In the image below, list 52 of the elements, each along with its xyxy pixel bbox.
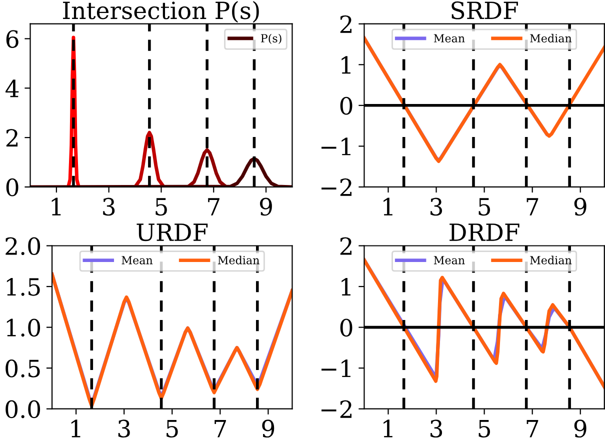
legend-label: P(s) (260, 34, 282, 44)
chart-title: Intersection P(s) (63, 1, 259, 23)
y-tick-label: −1 (321, 138, 350, 156)
y-tick-label: 4 (6, 80, 19, 98)
y-tick-label: 0 (340, 96, 352, 115)
chart-title: DRDF (450, 224, 520, 241)
x-tick-label: 5 (478, 198, 490, 216)
x-tick-label: 9 (574, 198, 586, 216)
y-tick-label: −2 (321, 178, 352, 196)
x-tick-label: 5 (478, 420, 490, 438)
x-tick-label: 9 (262, 420, 274, 438)
y-tick-label: −2 (321, 400, 352, 418)
line-series (133, 130, 166, 187)
x-tick-label: 7 (214, 420, 226, 438)
y-tick-label: −1 (321, 360, 350, 378)
y-tick-label: 1 (342, 56, 350, 74)
y-tick-label: 1.0 (6, 318, 40, 337)
chart-title: SRDF (452, 1, 518, 20)
y-tick-label: 2.0 (6, 237, 40, 256)
x-tick-label: 9 (260, 198, 272, 216)
y-tick-label: 0 (6, 178, 18, 196)
x-tick-label: 3 (430, 420, 442, 438)
x-tick-label: 1 (384, 198, 392, 216)
x-tick-label: 5 (156, 198, 167, 216)
legend-label: Median (530, 256, 572, 264)
legend-label: Median (218, 256, 260, 264)
legend-label: Mean (122, 256, 153, 264)
x-tick-label: 7 (526, 198, 538, 216)
x-tick-label: 1 (384, 420, 392, 438)
x-tick-label: 3 (430, 198, 442, 216)
x-tick-label: 1 (71, 420, 80, 438)
legend-label: Mean (434, 256, 465, 264)
x-tick-label: 1 (52, 198, 61, 216)
legend-label: Median (530, 34, 572, 42)
chart-title: URDF (136, 224, 208, 242)
y-tick-label: 2 (340, 15, 352, 33)
y-tick-label: 0.0 (6, 400, 40, 418)
x-tick-label: 3 (103, 198, 115, 216)
x-tick-label: 3 (118, 420, 130, 438)
x-tick-label: 7 (208, 198, 220, 216)
x-tick-label: 5 (166, 420, 178, 438)
legend-label: Mean (434, 34, 465, 42)
y-tick-label: 2 (6, 128, 18, 147)
line-series (187, 148, 228, 187)
y-tick-label: 1.5 (6, 278, 40, 296)
y-tick-label: 1 (342, 278, 350, 296)
x-tick-label: 7 (526, 420, 538, 438)
y-tick-label: 0.5 (6, 360, 40, 378)
x-tick-label: 9 (574, 420, 586, 438)
y-tick-label: 0 (340, 318, 352, 337)
y-tick-label: 6 (6, 30, 18, 48)
y-tick-label: 2 (340, 237, 352, 255)
